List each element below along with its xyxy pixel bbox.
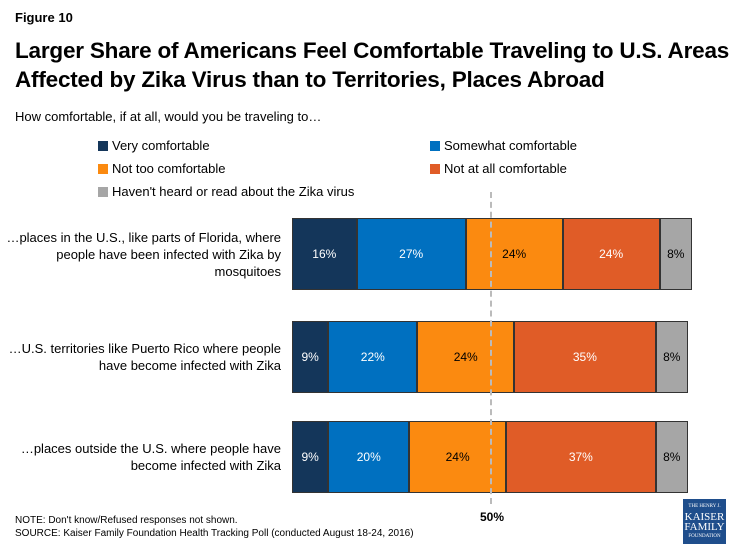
legend-label: Very comfortable [112, 138, 210, 153]
data-label: 35% [572, 350, 597, 364]
category-label: …U.S. territories like Puerto Rico where… [8, 341, 281, 373]
bar-segment: 37% [506, 421, 656, 493]
data-label: 8% [667, 247, 685, 261]
bar-segment: 9% [292, 321, 329, 393]
bar-segment: 16% [292, 218, 357, 290]
legend-swatch [98, 186, 108, 197]
bar-segment: 8% [655, 421, 688, 493]
bar-segment: 24% [465, 218, 563, 290]
category-label: …places in the U.S., like parts of Flori… [6, 230, 281, 279]
legend-swatch [430, 140, 440, 151]
data-label: 8% [663, 350, 681, 364]
bar-segment: 24% [409, 421, 507, 493]
data-label: 24% [453, 350, 478, 364]
data-label: 24% [445, 450, 470, 464]
data-label: 16% [312, 247, 337, 261]
chart-title: Larger Share of Americans Feel Comfortab… [15, 38, 730, 92]
legend-swatch [430, 163, 440, 174]
category-label: …places outside the U.S. where people ha… [20, 441, 281, 473]
legend-label: Somewhat comfortable [444, 138, 577, 153]
data-label: 24% [599, 247, 624, 261]
bar-segment: 35% [514, 321, 656, 393]
source-text: SOURCE: Kaiser Family Foundation Health … [15, 528, 414, 539]
data-label: 9% [301, 350, 319, 364]
figure-label: Figure 10 [15, 10, 73, 25]
data-label: 8% [663, 450, 681, 464]
bar-segment: 9% [292, 421, 329, 493]
data-label: 20% [356, 450, 381, 464]
data-label: 27% [399, 247, 424, 261]
data-label: 24% [502, 247, 527, 261]
legend-item: Somewhat comfortable [430, 138, 577, 153]
bar-segment: 8% [659, 218, 692, 290]
reference-line-label: 50% [480, 510, 505, 524]
bar-segment: 24% [562, 218, 660, 290]
legend-label: Not too comfortable [112, 161, 226, 176]
legend-swatch [98, 140, 108, 151]
legend-item: Very comfortable [98, 138, 210, 153]
legend-label: Not at all comfortable [444, 161, 567, 176]
note-text: NOTE: Don't know/Refused responses not s… [15, 515, 238, 526]
bar-segment: 8% [655, 321, 688, 393]
legend-item: Haven't heard or read about the Zika vir… [98, 184, 354, 199]
legend-item: Not too comfortable [98, 161, 225, 176]
data-label: 37% [568, 450, 593, 464]
bar-segment: 20% [328, 421, 410, 493]
legend-item: Not at all comfortable [430, 161, 567, 176]
chart-subtitle: How comfortable, if at all, would you be… [15, 109, 322, 124]
bar-segment: 22% [328, 321, 418, 393]
data-label: 9% [301, 450, 319, 464]
bar-segment: 27% [356, 218, 466, 290]
legend-swatch [98, 163, 108, 174]
reference-line-50 [490, 192, 492, 504]
kff-logo: THE HENRY J. KAISER FAMILY FOUNDATION [683, 499, 726, 544]
legend-label: Haven't heard or read about the Zika vir… [112, 184, 355, 199]
data-label: 22% [360, 350, 385, 364]
footnote: NOTE: Don't know/Refused responses not s… [15, 514, 414, 540]
bar-segment: 24% [417, 321, 515, 393]
